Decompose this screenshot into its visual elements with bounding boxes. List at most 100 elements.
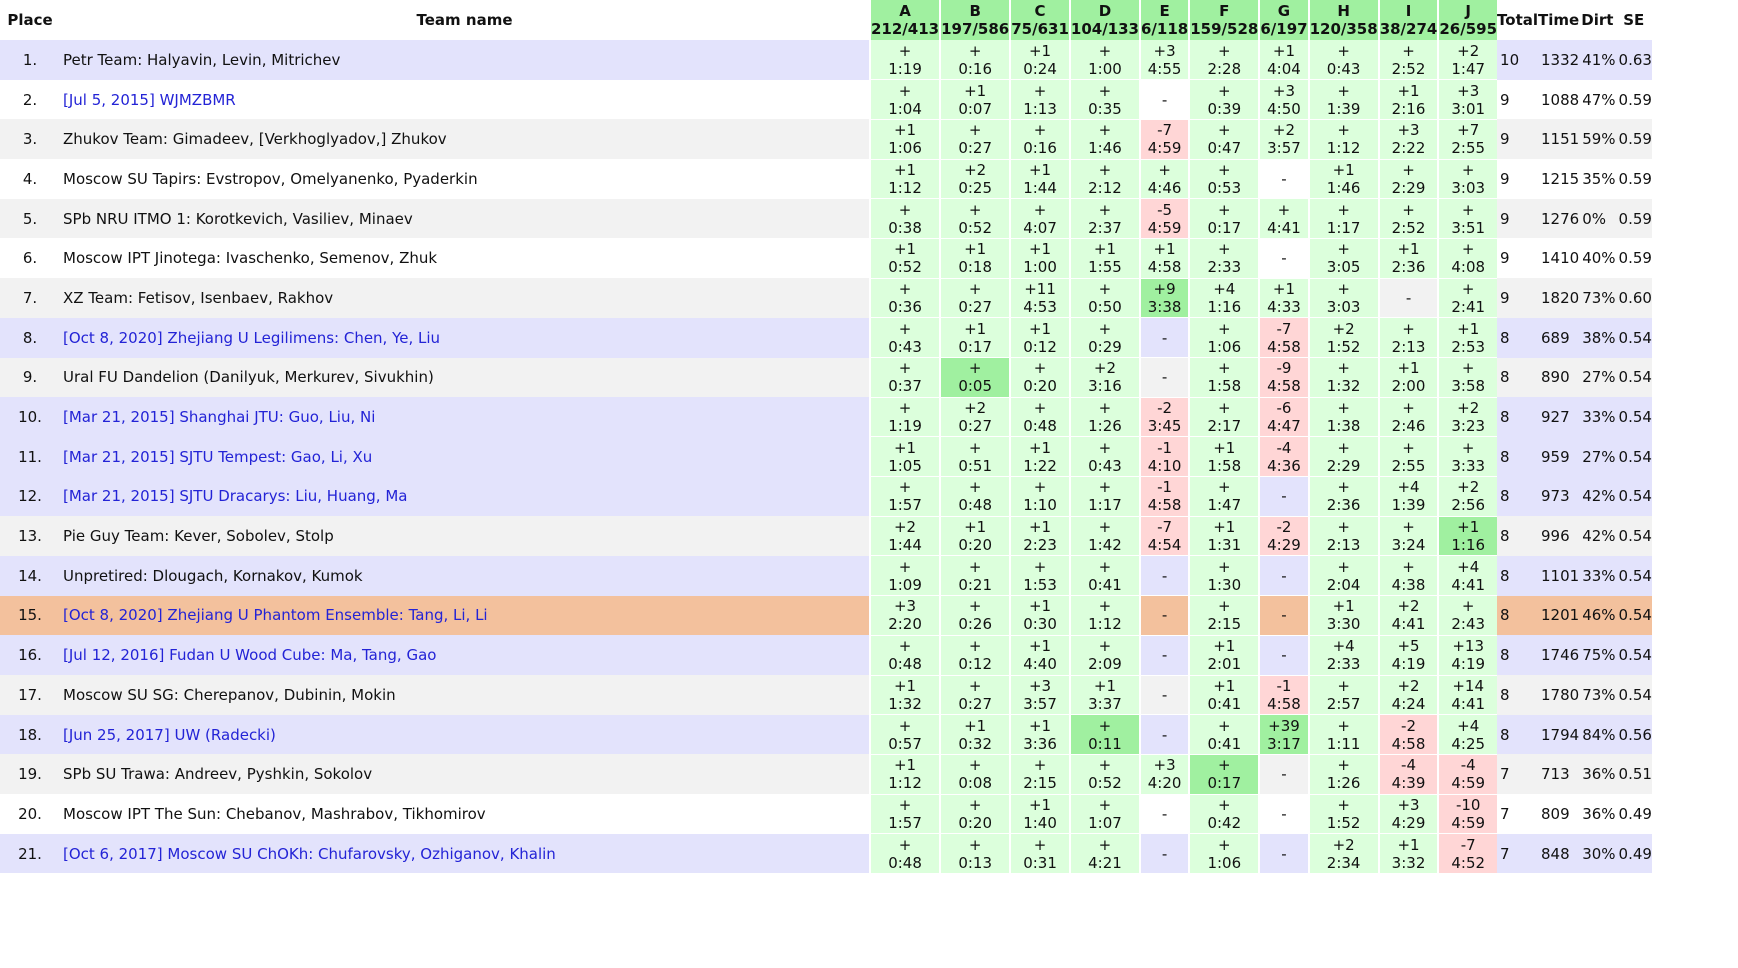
- solve-time: 1:22: [1023, 456, 1057, 475]
- problem-cell-f: +1:06: [1188, 317, 1260, 358]
- team-cell: SPb SU Trawa: Andreev, Pyshkin, Sokolov: [60, 754, 871, 795]
- col-problem-c[interactable]: C 75/631: [1009, 0, 1070, 40]
- col-se[interactable]: SE: [1623, 11, 1645, 29]
- attempts: -1: [1276, 676, 1292, 695]
- attempts: +: [898, 200, 912, 219]
- se-cell: 0.54: [1615, 635, 1652, 675]
- team-link[interactable]: [Mar 21, 2015] SJTU Tempest: Gao, Li, Xu: [63, 447, 373, 466]
- solve-time: 1:38: [1326, 417, 1361, 436]
- team-link[interactable]: [Oct 8, 2020] Zhejiang U Legilimens: Che…: [63, 328, 441, 347]
- total-cell: 9: [1497, 238, 1539, 279]
- total-cell: 9: [1497, 119, 1539, 160]
- attempts: +1: [893, 756, 917, 775]
- problem-cell-a: +1:09: [868, 555, 941, 597]
- se-cell: 0.63: [1615, 40, 1652, 80]
- problem-cell-e: +3 4:55: [1138, 40, 1190, 81]
- solve-time: 1:17: [1326, 218, 1361, 237]
- team-link[interactable]: [Mar 21, 2015] Shanghai JTU: Guo, Liu, N…: [63, 408, 376, 427]
- col-problem-j[interactable]: J 26/595: [1437, 0, 1498, 40]
- solve-time: 1:32: [1326, 377, 1361, 396]
- solve-time: 0:13: [958, 853, 992, 872]
- attempts: +1: [1028, 240, 1052, 259]
- col-problem-h[interactable]: H 120/358: [1307, 0, 1379, 40]
- attempts: +: [968, 756, 982, 775]
- solve-time: 1:16: [1207, 297, 1242, 316]
- problem-cell-b: +0:51: [939, 436, 1011, 478]
- problem-cell-h: +2:29: [1307, 436, 1379, 478]
- team-name: Pie Guy Team: Kever, Sobolev, Stolp: [63, 527, 334, 546]
- solve-time: 4:36: [1267, 456, 1301, 475]
- attempts: +13: [1452, 637, 1485, 656]
- place-cell: 14.: [0, 555, 60, 596]
- attempts: -: [1161, 368, 1168, 387]
- problem-cell-c: +1 0:12: [1009, 317, 1070, 358]
- problem-cell-f: +0:47: [1188, 119, 1260, 160]
- attempts: -: [1161, 328, 1168, 347]
- attempts: +4: [1457, 557, 1480, 576]
- col-problem-i[interactable]: I 38/274: [1377, 0, 1439, 40]
- solve-time: 0:48: [958, 496, 992, 515]
- problem-cell-g: +39 3:17: [1258, 714, 1309, 755]
- attempts: +1: [1332, 597, 1355, 616]
- time-cell: 996: [1538, 516, 1580, 556]
- attempts: +: [1033, 478, 1047, 497]
- team-link[interactable]: [Jun 25, 2017] UW (Radecki): [63, 725, 276, 744]
- attempts: +: [1461, 438, 1475, 457]
- team-link[interactable]: [Oct 8, 2020] Zhejiang U Phantom Ensembl…: [63, 606, 488, 625]
- solve-time: 4:46: [1147, 178, 1182, 197]
- team-link[interactable]: [Oct 6, 2017] Moscow SU ChOKh: Chufarovs…: [63, 844, 556, 863]
- col-place[interactable]: Place: [7, 11, 53, 29]
- solve-time: 0:52: [888, 258, 922, 277]
- attempts: +: [1337, 121, 1350, 140]
- problem-cell-g: +3 4:50: [1258, 79, 1309, 120]
- table-row: 1. Petr Team: Halyavin, Levin, Mitrichev +…: [0, 40, 1652, 81]
- col-team[interactable]: Team name: [416, 11, 513, 29]
- problem-cell-i: +2 4:24: [1377, 675, 1439, 716]
- attempts: +: [898, 795, 912, 814]
- time-cell: 1780: [1538, 675, 1580, 715]
- solve-time: 1:44: [1023, 178, 1057, 197]
- attempts: +: [968, 438, 982, 457]
- attempts: +: [1461, 200, 1475, 219]
- col-dirt[interactable]: Dirt: [1581, 11, 1614, 29]
- total-cell: 8: [1497, 317, 1539, 358]
- time-cell: 1794: [1538, 714, 1580, 755]
- attempts: +: [1098, 41, 1112, 60]
- team-link[interactable]: [Jul 12, 2016] Fudan U Wood Cube: Ma, Ta…: [63, 646, 437, 665]
- total-cell: 8: [1497, 555, 1539, 596]
- col-problem-d[interactable]: D 104/133: [1068, 0, 1140, 40]
- col-problem-f[interactable]: F 159/528: [1188, 0, 1260, 40]
- se-cell: 0.54: [1615, 317, 1652, 358]
- total-cell: 8: [1497, 436, 1539, 477]
- attempts: +: [1033, 200, 1047, 219]
- solve-time: 0:36: [888, 297, 922, 316]
- attempts: +1: [1272, 41, 1296, 60]
- attempts: +: [898, 81, 912, 100]
- problem-cell-e: -: [1138, 714, 1190, 755]
- problem-cell-i: -: [1377, 278, 1439, 319]
- solve-time: 0:16: [1023, 139, 1057, 158]
- place-cell: 21.: [0, 833, 60, 874]
- problem-cell-a: +1 1:05: [868, 436, 941, 478]
- team-link[interactable]: [Jul 5, 2015] WJMZBMR: [63, 90, 236, 109]
- col-problem-a[interactable]: A 212/413: [868, 0, 941, 40]
- solve-time: 0:27: [958, 297, 992, 316]
- problem-cell-i: -2 4:58: [1377, 714, 1439, 755]
- attempts: +: [1218, 359, 1231, 378]
- solve-time: 3:33: [1451, 456, 1486, 475]
- dirt-cell: 73%: [1579, 278, 1616, 318]
- team-link[interactable]: [Mar 21, 2015] SJTU Dracarys: Liu, Huang…: [63, 487, 408, 506]
- col-problem-g[interactable]: G 6/197: [1258, 0, 1309, 40]
- solve-time: 0:48: [888, 655, 922, 674]
- problem-cell-i: +1 2:16: [1377, 79, 1439, 120]
- solve-time: 2:43: [1451, 615, 1486, 634]
- solve-time: 1:00: [1088, 59, 1122, 78]
- solve-time: 3:17: [1267, 734, 1301, 753]
- col-problem-b[interactable]: B 197/586: [939, 0, 1011, 40]
- problem-cell-i: +2:52: [1377, 40, 1439, 81]
- col-total[interactable]: Total: [1497, 11, 1539, 29]
- problem-cell-i: +3 4:29: [1377, 794, 1439, 835]
- col-time[interactable]: Time: [1538, 11, 1580, 29]
- problem-letter: G: [1277, 2, 1291, 20]
- col-problem-e[interactable]: E 6/118: [1138, 0, 1190, 40]
